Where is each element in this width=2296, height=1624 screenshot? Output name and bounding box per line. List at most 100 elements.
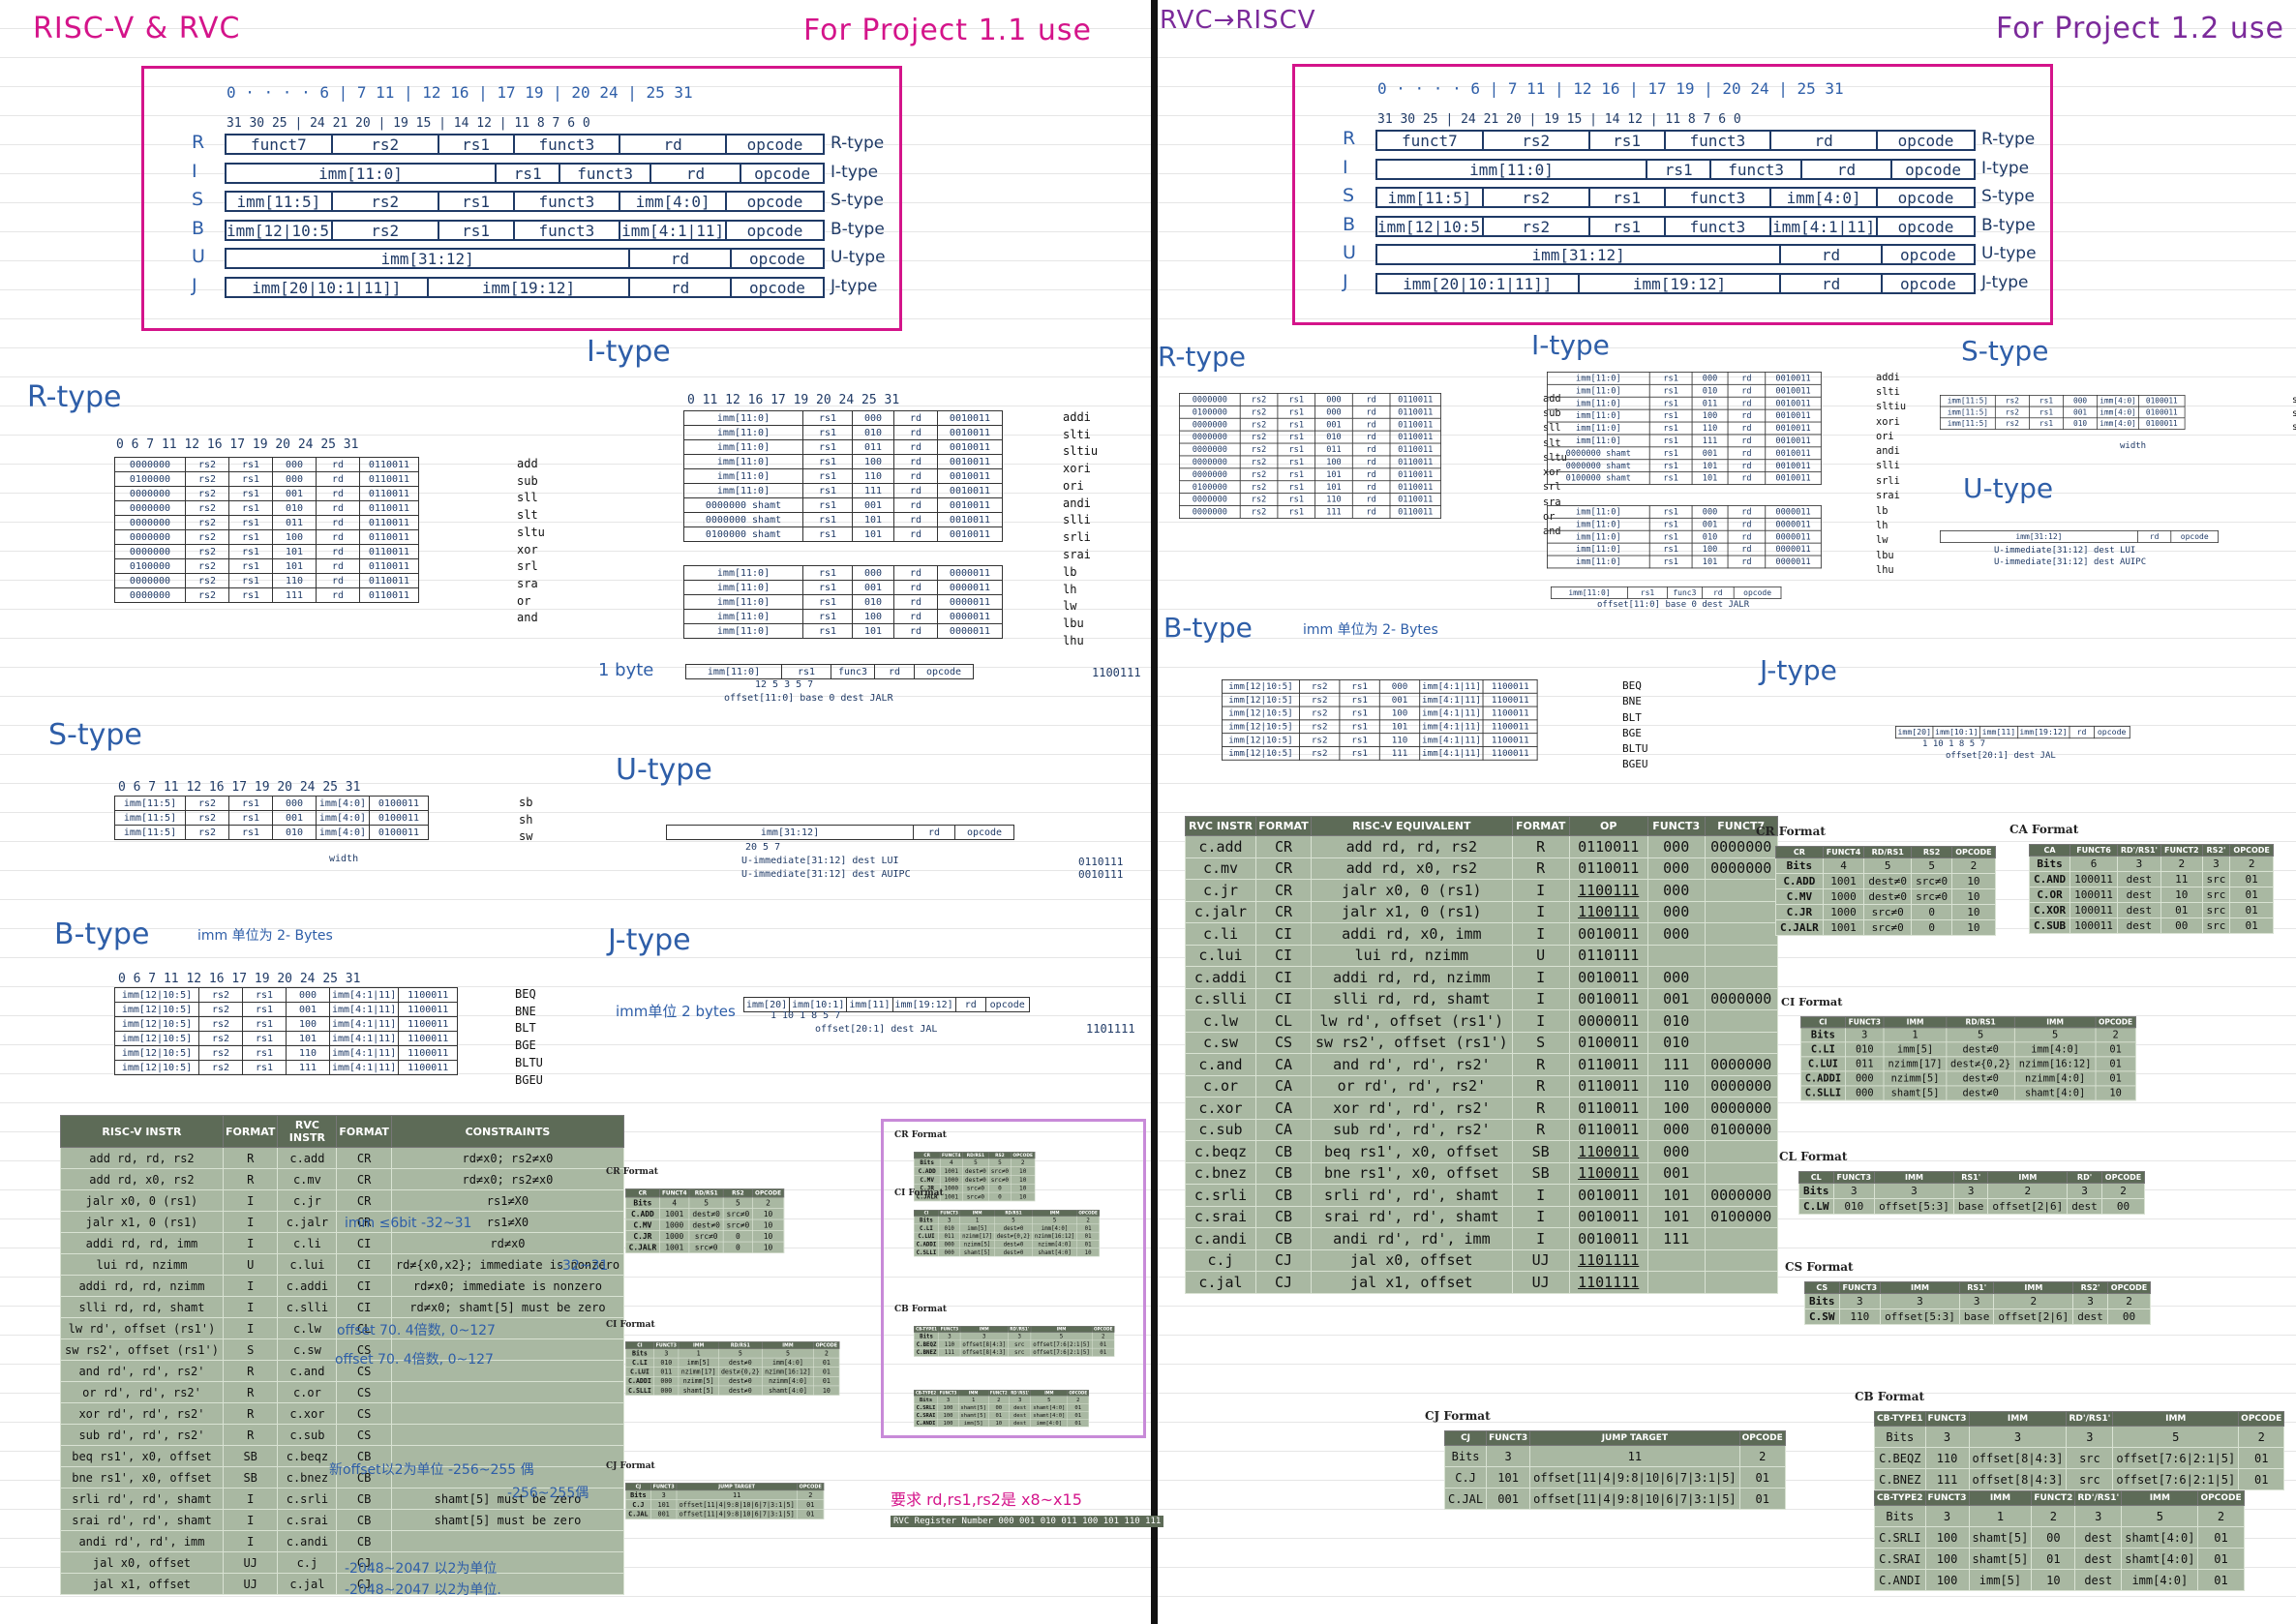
format-cell: 110 [938, 1339, 961, 1349]
encoding-cell: rs1 [1339, 679, 1380, 694]
instruction-name: sll [517, 491, 538, 505]
conversion-cell: xor rd', rd', rs2' [1311, 1097, 1513, 1120]
conversion-cell: R [222, 1424, 279, 1446]
instruction-name: BGE [515, 1038, 536, 1053]
conversion-cell: I [1511, 966, 1570, 989]
encoding-cell: 0000000 [1179, 417, 1241, 432]
format-cell: 10 [752, 1241, 784, 1253]
format-letter: I [1343, 156, 1348, 178]
encoding-cell: imm[11:0] [683, 565, 803, 581]
format-cell: 3 [938, 1216, 960, 1225]
instruction-name: ori [1063, 478, 1084, 493]
instruction-name: slti [1063, 427, 1091, 441]
format-cell: C.SRLI [1874, 1526, 1926, 1549]
encoding-cell: imm[4:0] [2097, 417, 2139, 430]
format-cell: 2 [1067, 1396, 1090, 1404]
format-cell: nzimm[4:0] [1032, 1240, 1077, 1249]
conversion-row: c.mv CR add rd, x0, rs2 R 0110011 000 0000000 [1185, 857, 1778, 880]
format-cell: Bits [1874, 1505, 1926, 1527]
conversion-cell: slli rd, rd, shamt [60, 1296, 224, 1318]
format-cell: dest≠0 [688, 1218, 724, 1231]
b-type-note-right: imm 单位为 2- Bytes [1303, 622, 1438, 638]
encoding-cell: imm[4:0] [2097, 395, 2139, 407]
conversion-cell: R [222, 1147, 279, 1169]
encoding-cell: imm[11:5] [1940, 406, 1996, 419]
encoding-cell: 1100011 [1482, 719, 1538, 735]
column-header: CL [1798, 1171, 1834, 1184]
format-row: C.ANDI 100 imm[5] 10 dest imm[4:0] 01 [1874, 1569, 2245, 1591]
encoding-row: imm[12|10:5] rs2 rs1 100 imm[4:1|11] 1100011 [1221, 706, 1538, 721]
format-cell: C.SRAI [1874, 1548, 1926, 1570]
encoding-row: imm[12|10:5] rs2 rs1 100 imm[4:1|11] 1100011 [114, 1016, 459, 1032]
encoding-cell: 011 [852, 439, 894, 455]
conversion-cell: 100 [1646, 1097, 1706, 1120]
format-row: C.BNEZ 111 offset[8|4:3] src offset[7:6|2:1|… [913, 1347, 1115, 1357]
encoding-cell: rs1 [1339, 733, 1380, 747]
encoding-cell: func3 [1667, 586, 1703, 599]
instruction-name: andi [1063, 496, 1091, 510]
format-row: C.MV 1000 dest≠0 src≠0 10 [1775, 888, 1996, 905]
conversion-cell: R [1511, 835, 1570, 858]
encoding-cell: rs1 [228, 825, 273, 840]
format-cell: src [2201, 917, 2231, 934]
conversion-cell: 1100111 [1568, 900, 1648, 923]
format-cell: 2 [1951, 857, 1996, 874]
encoding-cell: 111 [1378, 746, 1421, 761]
encoding-cell: imm[12|10:5] [1221, 746, 1300, 761]
column-header: CA [2028, 844, 2071, 857]
format-table-cb2-right: CB-TYPE2 FUNCT3 IMM FUNCT2 RD'/RS1' IMM OPCODE… [1874, 1490, 2245, 1591]
instruction-name: sw [2292, 421, 2296, 433]
column-header: IMM [678, 1341, 719, 1349]
format-row: C.LUI 011 nzimm[17] dest≠{0,2} nzimm[16:12] 0… [914, 1231, 1100, 1241]
encoding-cell: 101 [272, 558, 317, 574]
conversion-cell [390, 1424, 625, 1446]
encoding-cell: 0000000 [114, 573, 186, 588]
column-header: RS1' [1952, 1171, 1989, 1184]
instruction-names-i-left: addi slti sltiu xori ori andi slli srli srai [1063, 409, 1098, 563]
encoding-cell: 000 [272, 796, 317, 811]
encoding-cell: imm[11:0] [683, 623, 803, 639]
conversion-row: c.or CA or rd', rd', rs2' R 0110011 110 000000… [1185, 1074, 1778, 1098]
format-cell: C.BNEZ [1874, 1468, 1926, 1490]
format-type-label: J-type [1981, 272, 2029, 292]
conversion-cell: CI [1255, 944, 1312, 967]
column-header: FUNCT2 [2160, 844, 2203, 857]
encoding-cell: rs1 [802, 623, 853, 639]
encoding-cell: opcode [914, 664, 974, 679]
format-cell: dest≠{0,2} [994, 1231, 1033, 1241]
format-cell: dest≠0 [962, 1166, 989, 1176]
encoding-cell: rd [316, 457, 360, 472]
format-cell: imm[5] [1968, 1569, 2033, 1591]
conversion-cell: c.jr [277, 1189, 338, 1212]
encoding-cell: rs1 [2029, 406, 2064, 419]
conversion-cell: c.sw [1185, 1031, 1256, 1054]
encoding-cell: imm[4:0] [316, 825, 370, 840]
encoding-cell: rs1 [1648, 421, 1693, 436]
format-cell: 3 [1958, 1293, 1995, 1309]
format-row: C.AND 100011 dest 11 src 01 [2028, 871, 2274, 887]
conversion-cell: rd≠x0; shamt[5] must be zero [390, 1296, 625, 1318]
conversion-cell [1646, 944, 1706, 967]
format-cell: 100011 [2069, 902, 2118, 918]
encoding-cell: 0010011 [1765, 421, 1822, 436]
encoding-cell: imm[11:5] [1940, 417, 1996, 430]
encoding-cell: rs1 [228, 558, 273, 574]
format-cell: src≠0 [1863, 919, 1913, 936]
column-header: OPCODE [813, 1341, 840, 1349]
conversion-cell: c.addi [1185, 966, 1256, 989]
encoding-cell: 1100011 [1482, 692, 1538, 707]
conversion-cell: CR [1255, 857, 1312, 880]
conversion-cell: 1100011 [1568, 1140, 1648, 1163]
format-cell: shamt[4:0] [2014, 1085, 2097, 1101]
format-field: funct3 [1711, 160, 1802, 178]
conversion-cell: CA [1255, 1097, 1312, 1120]
format-header-row: CA FUNCT6 RD'/RS1' FUNCT2 RS2' OPCODE [2028, 844, 2274, 857]
format-cell: 1000 [1822, 888, 1865, 905]
